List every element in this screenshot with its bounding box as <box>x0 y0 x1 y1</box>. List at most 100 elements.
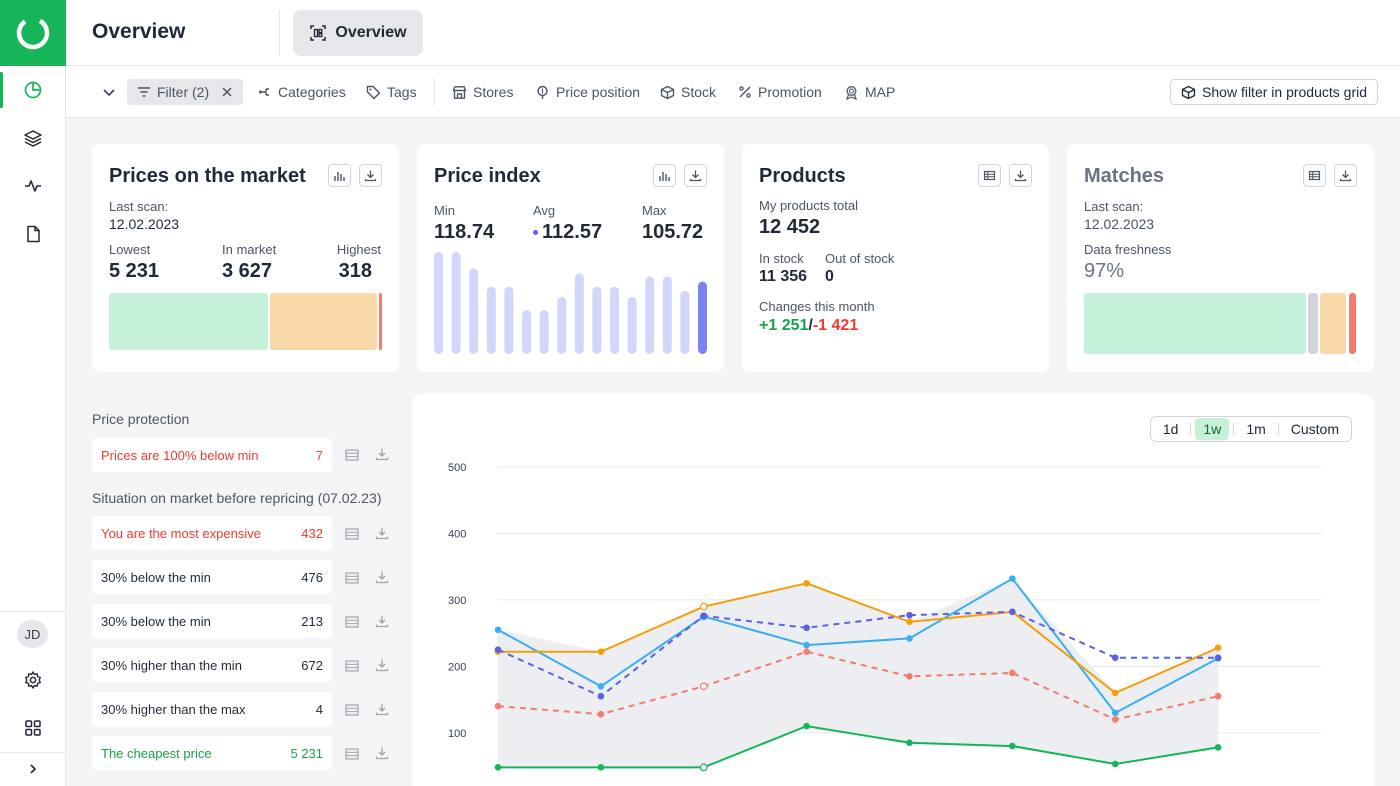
data-point[interactable] <box>803 579 810 587</box>
list-item[interactable]: 30% below the min 476 <box>92 560 332 594</box>
highest-value: 318 <box>338 260 372 282</box>
data-point[interactable] <box>1009 575 1016 582</box>
data-point[interactable] <box>906 618 913 626</box>
nav-reports[interactable] <box>0 212 66 256</box>
filter-map[interactable]: MAP <box>844 79 895 105</box>
data-point[interactable] <box>597 692 605 700</box>
data-point[interactable] <box>1214 744 1222 751</box>
price-index-bar <box>557 296 567 354</box>
nav-settings[interactable] <box>0 658 66 702</box>
data-point[interactable] <box>1009 608 1016 616</box>
data-point[interactable] <box>1214 654 1222 661</box>
filter-tags[interactable]: Tags <box>366 79 417 105</box>
data-point[interactable] <box>699 602 708 611</box>
list-item[interactable]: The cheapest price 5 231 <box>92 736 332 770</box>
list-item[interactable]: 30% below the min 213 <box>92 604 332 638</box>
data-point[interactable] <box>803 722 810 730</box>
table-view-button[interactable] <box>978 164 1001 187</box>
data-point[interactable] <box>597 648 605 656</box>
list-item[interactable]: 30% higher than the min 672 <box>92 648 332 682</box>
table-icon[interactable] <box>344 746 360 762</box>
data-point[interactable] <box>597 682 605 690</box>
data-point[interactable] <box>494 646 502 654</box>
filter-chip[interactable]: Filter (2) <box>127 79 244 105</box>
table-icon[interactable] <box>344 658 360 674</box>
download-icon[interactable] <box>374 525 390 541</box>
download-button[interactable] <box>684 164 707 187</box>
data-point[interactable] <box>1009 669 1016 677</box>
data-point[interactable] <box>494 764 502 771</box>
range-1w[interactable]: 1w <box>1195 418 1230 440</box>
data-point[interactable] <box>1111 716 1119 723</box>
max-label: Max <box>642 203 667 218</box>
data-point[interactable] <box>699 682 708 691</box>
filter-collapse-button[interactable] <box>102 79 116 105</box>
price-index-bar <box>610 286 619 354</box>
data-point[interactable] <box>597 710 605 718</box>
app-logo[interactable] <box>0 0 66 66</box>
tab-overview[interactable]: Overview <box>293 10 423 56</box>
data-point[interactable] <box>1111 654 1119 661</box>
download-button[interactable] <box>359 164 382 187</box>
filter-stock[interactable]: Stock <box>660 79 716 105</box>
close-icon[interactable] <box>221 86 233 98</box>
data-point[interactable] <box>906 739 913 747</box>
data-point[interactable] <box>906 635 913 642</box>
data-point[interactable] <box>1111 689 1119 697</box>
data-point[interactable] <box>1111 709 1119 717</box>
download-icon[interactable] <box>374 569 390 585</box>
avatar[interactable]: JD <box>17 620 48 648</box>
data-point[interactable] <box>906 673 913 680</box>
lowest-bar <box>109 293 268 350</box>
table-icon[interactable] <box>344 702 360 718</box>
filter-promotion[interactable]: Promotion <box>738 79 822 105</box>
table-icon[interactable] <box>344 614 360 630</box>
nav-dashboard[interactable] <box>0 68 66 112</box>
filter-divider <box>434 78 435 106</box>
data-point[interactable] <box>803 624 810 632</box>
show-filter-in-grid-button[interactable]: Show filter in products grid <box>1170 79 1378 105</box>
nav-activity[interactable] <box>0 164 66 208</box>
nav-products[interactable] <box>0 116 66 160</box>
chart-view-button[interactable] <box>328 164 351 187</box>
data-point[interactable] <box>1009 742 1016 750</box>
download-icon[interactable] <box>374 657 390 673</box>
data-point[interactable] <box>700 612 708 620</box>
situation-title: Situation on market before repricing (07… <box>92 490 382 506</box>
filter-price-position[interactable]: Price position <box>535 79 640 105</box>
out-of-stock-value: 0 <box>825 268 834 285</box>
data-point[interactable] <box>1214 692 1222 700</box>
filter-stores[interactable]: Stores <box>452 79 513 105</box>
range-1m[interactable]: 1m <box>1246 421 1266 437</box>
table-icon[interactable] <box>344 447 360 463</box>
list-item[interactable]: You are the most expensive 432 <box>92 516 332 550</box>
table-view-button[interactable] <box>1303 164 1326 187</box>
list-item[interactable]: 30% higher than the max 4 <box>92 692 332 726</box>
download-button[interactable] <box>1334 164 1357 187</box>
range-1d[interactable]: 1d <box>1162 421 1179 437</box>
download-icon[interactable] <box>374 701 390 717</box>
table-icon[interactable] <box>344 526 360 542</box>
download-icon[interactable] <box>374 613 390 629</box>
chart-view-button[interactable] <box>653 164 676 187</box>
data-point[interactable] <box>1111 760 1119 768</box>
data-point[interactable] <box>494 702 502 710</box>
filter-categories[interactable]: Categories <box>258 79 346 105</box>
data-point[interactable] <box>803 648 810 656</box>
download-button[interactable] <box>1009 164 1032 187</box>
data-point[interactable] <box>906 611 913 619</box>
list-item[interactable]: Prices are 100% below min 7 <box>92 438 332 472</box>
data-point[interactable] <box>803 641 810 649</box>
sidebar: JD <box>0 0 66 786</box>
download-icon[interactable] <box>374 446 390 462</box>
layers-icon <box>24 130 42 147</box>
data-point[interactable] <box>597 764 605 771</box>
data-point[interactable] <box>494 626 502 634</box>
nav-apps[interactable] <box>0 706 66 750</box>
sidebar-expand-button[interactable] <box>0 752 66 786</box>
download-icon[interactable] <box>374 745 390 761</box>
range-custom[interactable]: Custom <box>1290 421 1339 437</box>
table-icon[interactable] <box>344 570 360 586</box>
data-point[interactable] <box>1214 644 1222 652</box>
data-point[interactable] <box>699 763 708 772</box>
